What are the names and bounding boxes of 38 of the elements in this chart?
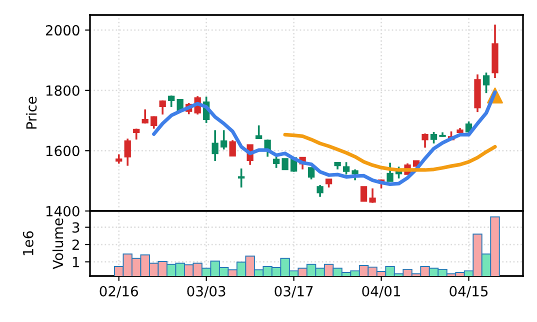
candlestick bbox=[220, 129, 228, 150]
y-tick-label: 1800 bbox=[46, 85, 80, 96]
candlestick bbox=[273, 156, 280, 169]
y-tick-label: 1600 bbox=[46, 146, 80, 156]
y-tick-label: 2 bbox=[72, 240, 79, 250]
candlestick bbox=[482, 72, 490, 94]
candlestick bbox=[124, 138, 131, 167]
candlestick bbox=[168, 94, 175, 108]
candlestick bbox=[386, 162, 394, 182]
candlestick bbox=[422, 132, 428, 149]
candlestick bbox=[238, 168, 245, 188]
x-tick-label: 02/16 bbox=[100, 286, 138, 298]
candlestick bbox=[116, 153, 122, 165]
candlestick bbox=[212, 129, 218, 162]
y-axis-title: Volume bbox=[52, 218, 64, 270]
candlestick bbox=[142, 108, 148, 124]
candlestick bbox=[360, 186, 368, 202]
y-axis-title: Price bbox=[26, 96, 37, 129]
candlestick bbox=[308, 166, 315, 180]
x-tick-label: 04/15 bbox=[450, 286, 488, 298]
candlestick bbox=[282, 158, 288, 170]
text: 1e6 bbox=[22, 231, 34, 256]
candlestick bbox=[316, 184, 324, 198]
candlestick bbox=[229, 139, 236, 157]
y-tick-label: 1400 bbox=[46, 206, 80, 216]
candlestick bbox=[342, 161, 350, 176]
x-tick-label: 03/17 bbox=[274, 286, 313, 298]
y-tick-label: 1 bbox=[72, 256, 79, 268]
x-tick-label: 04/01 bbox=[362, 286, 400, 298]
candlestick bbox=[133, 128, 140, 140]
y-tick-label: 2000 bbox=[46, 25, 80, 36]
x-tick-label: 03/03 bbox=[187, 286, 226, 298]
candlestick bbox=[369, 187, 376, 204]
candlestick bbox=[430, 131, 438, 144]
candlestick bbox=[150, 115, 158, 130]
candlestick bbox=[256, 124, 262, 140]
y-tick-label: 3 bbox=[72, 222, 80, 233]
candlestick bbox=[159, 99, 166, 116]
